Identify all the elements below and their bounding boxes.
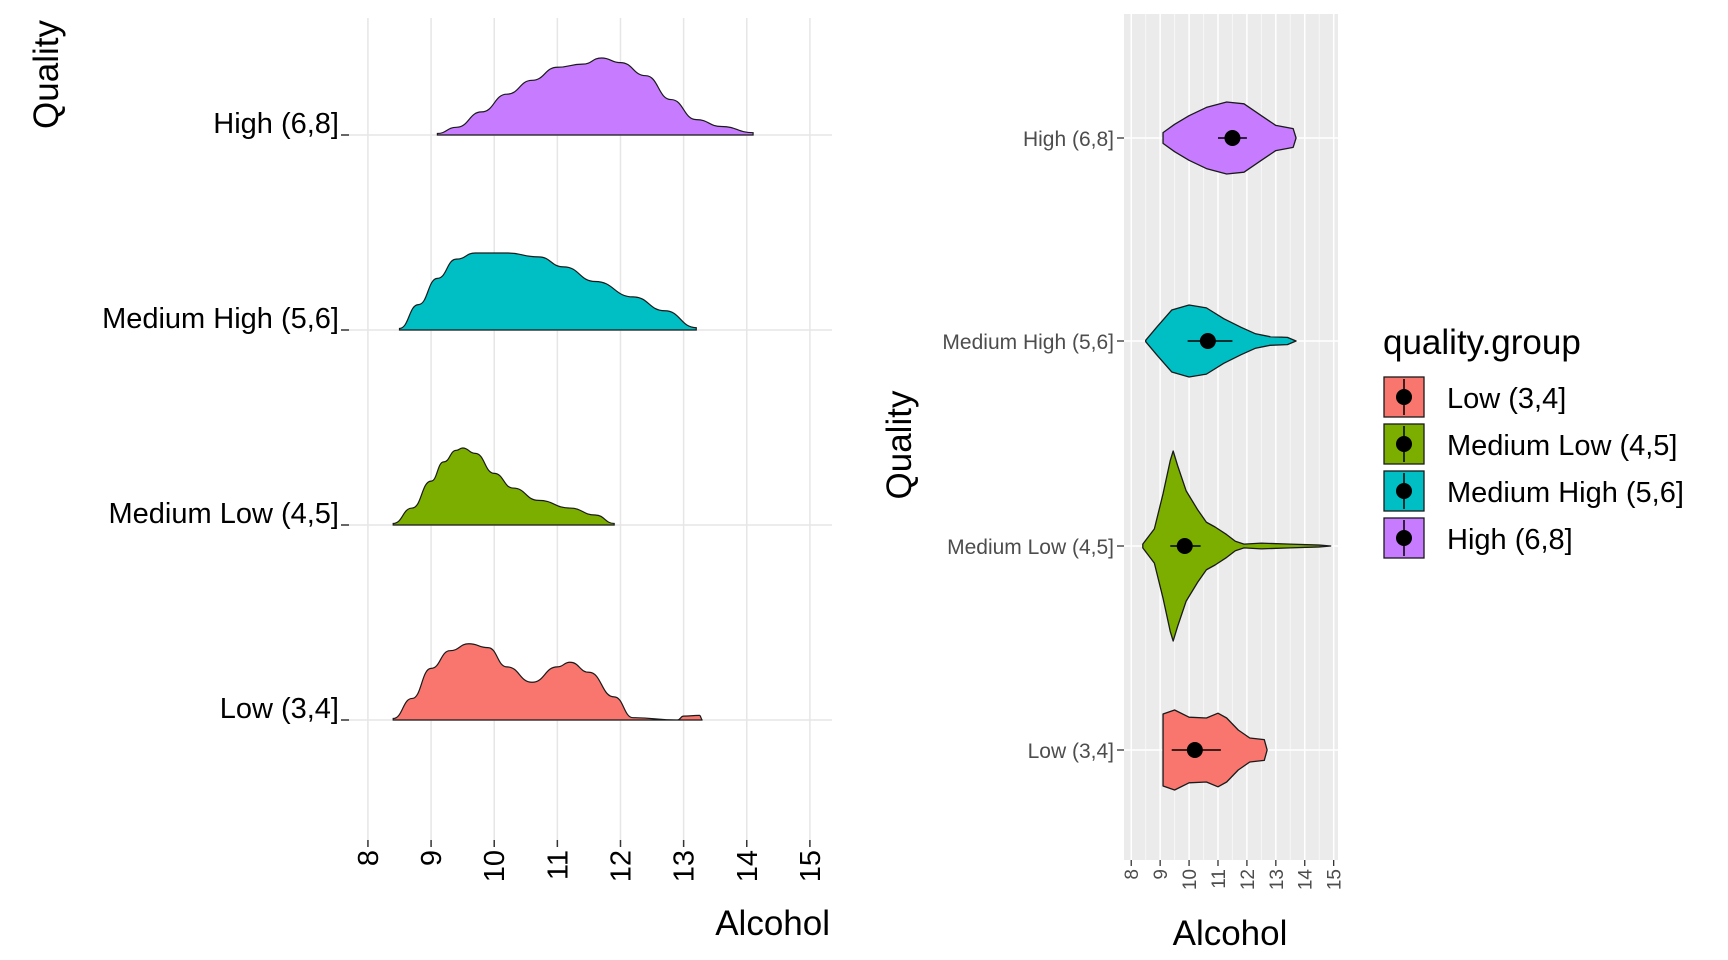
legend-title: quality.group (1383, 323, 1581, 362)
violin-medium-low-4-5 (1142, 450, 1332, 642)
x-tick-label-14: 14 (732, 850, 764, 882)
legend-key-point (1396, 436, 1412, 452)
mean-point-high-6-8 (1224, 130, 1241, 146)
y-tick-label-medium-low-4-5: Medium Low (4,5] (947, 536, 1114, 559)
legend: quality.group Low (3,4] Medium Low (4,5] M… (1383, 323, 1684, 559)
violin-y-axis-title: Quality (880, 390, 919, 499)
y-tick-label-medium-high-5-6: Medium High (5,6] (942, 331, 1114, 354)
legend-key-point (1396, 389, 1412, 405)
legend-label-medium-low-4-5: Medium Low (4,5] (1447, 430, 1678, 462)
x-tick-label-14: 14 (1296, 869, 1317, 891)
legend-key-point (1396, 530, 1412, 546)
x-tick-label-8: 8 (353, 850, 385, 866)
y-tick-label-low-3-4: Low (3,4] (1028, 740, 1114, 763)
y-tick-label-medium-high-5-6: Medium High (5,6] (102, 303, 339, 335)
ridge-x-axis-title: Alcohol (715, 904, 830, 943)
x-tick-label-13: 13 (669, 850, 701, 882)
x-tick-label-12: 12 (1238, 869, 1259, 890)
density-medium-high-5-6 (398, 252, 697, 331)
mean-point-low-3-4 (1186, 742, 1203, 758)
ridgeline-panel: High (6,8] Medium High (5,6] Medium Low (4… (102, 18, 832, 882)
mean-point-medium-low-4-5 (1176, 538, 1193, 554)
x-tick-label-11: 11 (1209, 869, 1230, 889)
x-tick-label-12: 12 (605, 850, 637, 882)
x-tick-label-9: 9 (416, 850, 448, 866)
density-medium-low-4-5 (392, 447, 615, 526)
y-tick-label-medium-low-4-5: Medium Low (4,5] (109, 498, 340, 530)
y-tick-label-high-6-8: High (6,8] (213, 108, 339, 140)
ridge-y-axis-title: Quality (27, 20, 66, 129)
legend-label-low-3-4: Low (3,4] (1447, 383, 1566, 415)
x-tick-label-15: 15 (1325, 869, 1346, 890)
legend-label-medium-high-5-6: Medium High (5,6] (1447, 477, 1684, 509)
x-tick-label-11: 11 (542, 850, 574, 880)
y-tick-label-high-6-8: High (6,8] (1023, 128, 1114, 151)
violin-panel: High (6,8] Medium High (5,6] Medium Low (4… (942, 14, 1346, 891)
x-tick-label-10: 10 (479, 850, 511, 882)
density-high-6-8 (436, 57, 754, 136)
y-tick-label-low-3-4: Low (3,4] (220, 693, 339, 725)
density-low-3-4 (392, 643, 703, 721)
mean-point-medium-high-5-6 (1199, 333, 1216, 349)
legend-key-point (1396, 483, 1412, 499)
x-tick-label-8: 8 (1122, 869, 1143, 880)
x-tick-label-13: 13 (1267, 869, 1288, 890)
violin-x-axis-title: Alcohol (1173, 914, 1288, 953)
x-tick-label-9: 9 (1151, 869, 1172, 880)
x-tick-label-10: 10 (1180, 869, 1201, 890)
legend-label-high-6-8: High (6,8] (1447, 524, 1573, 556)
x-tick-label-15: 15 (795, 850, 827, 882)
